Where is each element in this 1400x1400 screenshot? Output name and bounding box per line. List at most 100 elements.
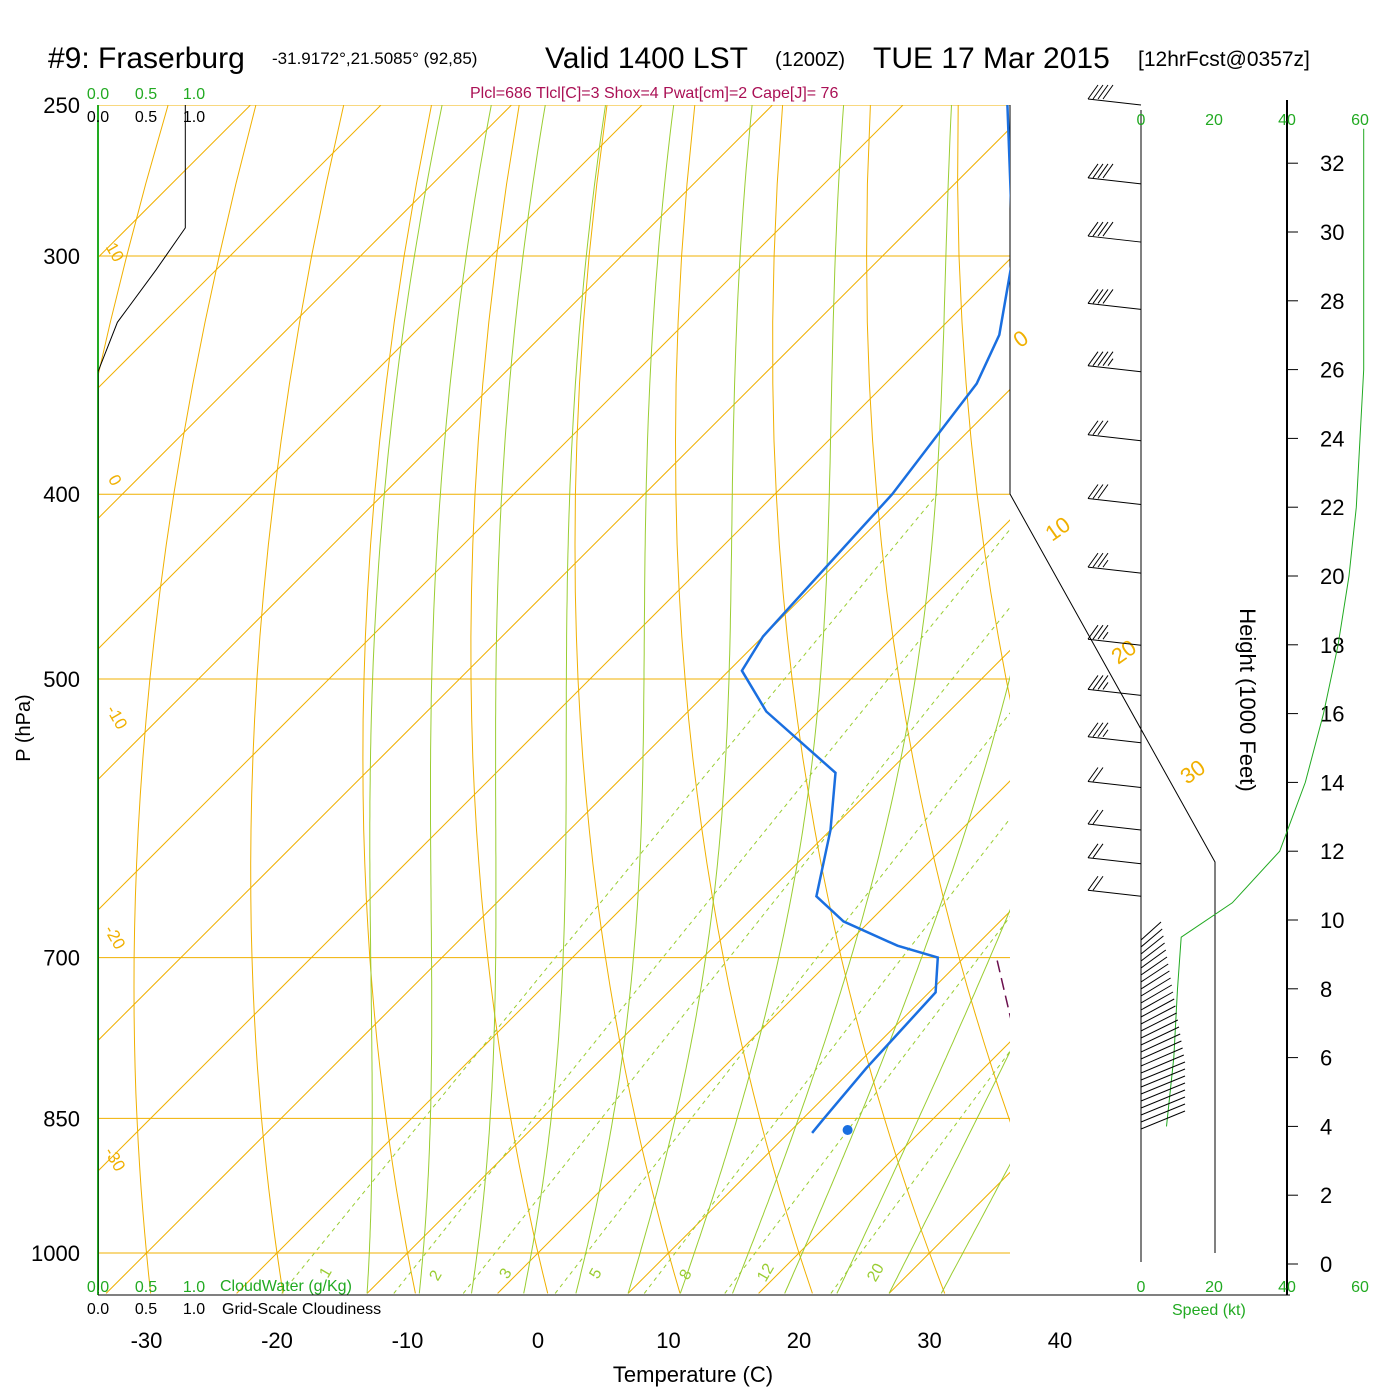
wind-barb-staff — [1087, 781, 1142, 789]
wind-barb-flag — [1087, 552, 1099, 568]
valid-time: Valid 1400 LST — [545, 42, 748, 75]
moist-adiabat — [418, 105, 492, 1294]
wind-barb-flag — [1097, 84, 1109, 100]
cloud-scale-top: 0.0 — [87, 109, 109, 126]
height-tick-label: 6 — [1320, 1046, 1332, 1071]
wind-barb-staff — [1087, 177, 1142, 185]
wind-barb-flag — [1097, 163, 1109, 179]
wind-barb — [1087, 420, 1142, 442]
isotherm-line — [366, 649, 1010, 1294]
wind-barb-flag — [1092, 675, 1104, 690]
isotherm-line — [236, 519, 1010, 1294]
wind-barb-lower — [1140, 1012, 1177, 1032]
wind-barb-staff — [1087, 434, 1142, 442]
wind-barb-lower — [1140, 956, 1168, 976]
temperature-tick-label: 10 — [656, 1328, 680, 1353]
wind-barb-lower — [1140, 1089, 1186, 1109]
wind-barb-flag — [1102, 351, 1114, 367]
isotherm-line — [627, 910, 1010, 1294]
isotherm-line — [1150, 105, 1400, 1293]
wind-barb — [1087, 843, 1142, 865]
temperature-tick-label: 30 — [917, 1328, 941, 1353]
temperature-tick-label: -30 — [131, 1328, 163, 1353]
wind-barb — [1087, 484, 1142, 505]
temperature-tick-label: -10 — [392, 1328, 424, 1353]
wind-barb-flag — [1092, 722, 1104, 738]
wind-barb-staff — [1087, 98, 1142, 106]
wind-barb-flag — [1087, 84, 1099, 100]
isotherm-line — [98, 105, 382, 389]
temperature-tick-label: 40 — [1048, 1328, 1072, 1353]
height-tick-label: 12 — [1320, 839, 1344, 864]
cloud-scale-bottom: 1.0 — [183, 1301, 205, 1318]
height-tick-label: 4 — [1320, 1114, 1332, 1139]
surface-temperature-marker — [1045, 1125, 1055, 1135]
pressure-tick-label: 1000 — [31, 1241, 80, 1266]
stability-indices: Plcl=686 Tlcl[C]=3 Shox=4 Pwat[cm]=2 Cap… — [470, 85, 838, 102]
wind-barb-flag — [1092, 484, 1104, 499]
wind-barb-flag — [1102, 559, 1109, 568]
wind-barb — [1087, 722, 1142, 744]
plot-right-edge — [1009, 105, 1216, 1253]
wind-barb-flag — [1097, 289, 1109, 304]
temperature-tick-label: -20 — [261, 1328, 293, 1353]
wind-barb — [1087, 675, 1142, 696]
moist-adiabat — [836, 908, 1010, 1294]
wind-barb-staff — [1087, 235, 1142, 243]
mixing-ratio-label: 5 — [587, 1266, 606, 1282]
height-tick-label: 20 — [1320, 564, 1344, 589]
height-tick-label: 10 — [1320, 908, 1344, 933]
mixing-ratio-line — [830, 1050, 1010, 1294]
moist-adiabat — [679, 105, 845, 1294]
wind-barb-lower — [1140, 1026, 1180, 1046]
mixing-ratio-label: 2 — [427, 1268, 446, 1284]
wind-barb-flag — [1087, 624, 1099, 640]
mixing-ratio-label: 20 — [864, 1261, 888, 1285]
mixing-ratio-line — [393, 528, 1010, 1294]
wind-barb — [1087, 351, 1142, 373]
wind-barb-lower — [1140, 1082, 1186, 1102]
wind-barb-flag — [1087, 675, 1099, 690]
pressure-tick-label: 400 — [43, 482, 80, 507]
wind-barb-staff — [1087, 688, 1142, 696]
dry-adiabat — [470, 105, 549, 1294]
height-tick-label: 8 — [1320, 977, 1332, 1002]
wind-barb-staff — [1087, 889, 1142, 897]
wind-barb-lower — [1140, 1110, 1186, 1130]
moist-adiabat — [575, 105, 675, 1294]
speed-scale-top: 60 — [1351, 112, 1369, 129]
wind-barb-flag — [1087, 767, 1099, 782]
wind-barb-flag — [1092, 552, 1104, 568]
cloud-water-scale-top: 1.0 — [183, 86, 205, 103]
dry-adiabat — [133, 105, 257, 1294]
wind-speed-line — [1166, 128, 1365, 1127]
dry-adiabat — [1046, 105, 1342, 1293]
wind-barb-flag — [1097, 484, 1109, 499]
wind-barb-lower — [1140, 1005, 1176, 1025]
station-coords: -31.9172°,21.5085° (92,85) — [272, 49, 477, 68]
wind-barb-flag — [1087, 809, 1099, 825]
wind-barb-lower — [1140, 949, 1167, 969]
wind-barb-flag — [1092, 221, 1104, 237]
mixing-ratio-line — [281, 493, 938, 1294]
wind-barb-flag — [1092, 843, 1104, 859]
wind-barb-flag — [1102, 729, 1109, 738]
wind-barb-flag — [1087, 221, 1099, 237]
wind-barb — [1087, 289, 1142, 310]
wind-barb-flag — [1087, 289, 1099, 304]
wind-barb-staff — [1087, 638, 1142, 646]
temperature-tick-label: 0 — [532, 1328, 544, 1353]
moist-adiabat — [888, 1050, 1010, 1294]
wind-barb — [1087, 163, 1142, 185]
height-tick-label: 30 — [1320, 220, 1344, 245]
dry-adiabat-label: -30 — [100, 1144, 129, 1175]
wind-barb-flag — [1092, 624, 1104, 640]
wind-barb-lower — [1140, 1103, 1186, 1123]
wind-barb-flag — [1087, 163, 1099, 179]
wind-barb-flag — [1102, 289, 1114, 304]
isotherm-line — [1281, 105, 1400, 1293]
speed-scale-top: 20 — [1205, 112, 1223, 129]
wind-barb-flag — [1092, 420, 1104, 436]
wind-barb-flag — [1092, 351, 1104, 367]
